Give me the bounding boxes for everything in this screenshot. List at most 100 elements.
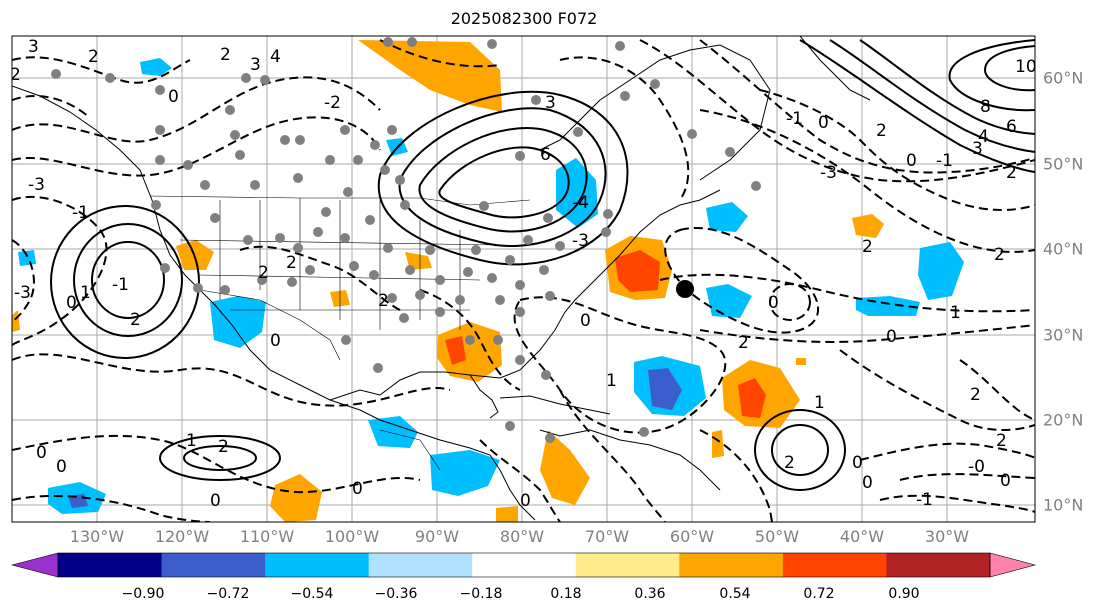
lon-label: 60°W	[669, 527, 715, 546]
contour-label: -4	[572, 193, 589, 213]
station-markers	[51, 37, 761, 443]
contour-label: 0	[852, 453, 863, 473]
contour-label: -0	[968, 457, 985, 477]
contour-labels: 3 2 2 0 -1 2 1 0 -3 -3 -1 6 3 -4 -3 0 0 …	[10, 37, 1037, 511]
colorbar-segment	[679, 553, 784, 577]
lat-label: 30°N	[1043, 325, 1084, 345]
contour-label: 3	[250, 55, 261, 75]
colorbar-extend-low	[10, 552, 59, 578]
colorbar-tick-label: 0.36	[634, 586, 666, 602]
lat-label: 20°N	[1043, 410, 1084, 430]
contour-label: -1	[786, 109, 803, 129]
colorbar-tick-label: 0.54	[719, 586, 751, 602]
colorbar-tick-label: −0.90	[121, 586, 165, 602]
contour-label: 0	[352, 479, 363, 499]
contour-label: 0	[36, 443, 47, 463]
contour-label: 2	[286, 253, 297, 273]
contour-label: 6	[1006, 117, 1017, 137]
contour-label: 0	[270, 331, 281, 351]
colorbar-tick-label: −0.54	[290, 586, 334, 602]
colorbar-tick-label: 0.72	[803, 586, 835, 602]
contour-label: 1	[186, 431, 197, 451]
colorbar-segment	[161, 553, 266, 577]
positive-contours	[50, 39, 1035, 491]
contour-label: 3	[545, 93, 556, 113]
contour-label: 2	[258, 263, 269, 283]
lon-label: 40°W	[839, 527, 885, 546]
contour-label: 4	[978, 127, 989, 147]
contour-label: 0	[886, 327, 897, 347]
negative-contours	[12, 39, 1035, 522]
contour-label: -1	[936, 151, 953, 171]
contour-label: 2	[784, 453, 795, 473]
colorbar-segment	[58, 553, 163, 577]
contour-label: 0	[168, 87, 179, 107]
negative-anomaly-fills	[18, 58, 964, 514]
colorbar-segment	[368, 553, 473, 577]
colorbar-segment	[886, 553, 991, 577]
colorbar-frame	[57, 552, 991, 578]
contour-label: 0	[210, 491, 221, 511]
contour-label: 2	[738, 333, 749, 353]
lon-label: 30°W	[924, 527, 970, 546]
lon-label: 120°W	[154, 527, 210, 546]
contour-label: 2	[1006, 163, 1017, 183]
lat-label: 50°N	[1043, 154, 1084, 174]
storm-center-marker	[676, 280, 694, 298]
colorbar-segment	[575, 553, 680, 577]
lon-label: 90°W	[414, 527, 460, 546]
contour-label: -1	[916, 490, 933, 510]
contour-label: 1	[606, 371, 617, 391]
political-borders	[149, 195, 531, 471]
contour-label: 0	[862, 473, 873, 493]
contour-label: 2	[996, 431, 1007, 451]
contour-label: 0	[906, 151, 917, 171]
lon-label: 80°W	[499, 527, 545, 546]
colorbar-tick-label: 0.90	[888, 586, 920, 602]
contour-label: 0	[1000, 471, 1011, 491]
contour-label: 2	[862, 237, 873, 257]
lon-label: 100°W	[324, 527, 380, 546]
contour-label: 2	[220, 45, 231, 65]
contour-label: 2	[88, 47, 99, 67]
contour-label: 2	[970, 385, 981, 405]
contour-label: 2	[378, 291, 389, 311]
contour-label: -3	[14, 283, 31, 303]
contour-label: 6	[540, 145, 551, 165]
contour-label: -3	[28, 175, 45, 195]
contour-label: 8	[980, 97, 991, 117]
lat-label: 60°N	[1043, 68, 1084, 88]
contour-label: 0	[56, 457, 67, 477]
positive-anomaly-fills	[12, 40, 884, 522]
contour-label: 0	[768, 293, 779, 313]
contour-label: -3	[572, 231, 589, 251]
contour-label: 2	[130, 310, 141, 330]
colorbar	[10, 552, 1037, 578]
colorbar-tick-label: −0.72	[206, 586, 250, 602]
contour-label: 1	[80, 283, 91, 303]
colorbar-segment	[782, 553, 887, 577]
contour-label: -2	[324, 93, 341, 113]
colorbar-segment	[265, 553, 370, 577]
lat-label: 10°N	[1043, 495, 1084, 515]
lon-label: 130°W	[69, 527, 125, 546]
lon-label: 70°W	[584, 527, 630, 546]
colorbar-tick-label: 0.18	[550, 586, 582, 602]
graticule	[12, 36, 1035, 522]
map-title: 2025082300 F072	[450, 9, 598, 28]
contour-label: 10	[1015, 57, 1037, 77]
lon-label: 50°W	[754, 527, 800, 546]
contour-label: 3	[28, 37, 39, 57]
contour-label: 3	[972, 139, 983, 159]
colorbar-tick-label: −0.36	[374, 586, 418, 602]
contour-label: 0	[818, 113, 829, 133]
coastlines	[12, 36, 871, 521]
contour-label: -1	[72, 203, 89, 223]
map-frame	[11, 35, 1036, 523]
contour-label: 2	[10, 65, 21, 85]
contour-label: 1	[814, 393, 825, 413]
contour-label: 4	[270, 47, 281, 67]
colorbar-tick-label: −0.18	[459, 586, 503, 602]
contour-label: 2	[218, 437, 229, 457]
